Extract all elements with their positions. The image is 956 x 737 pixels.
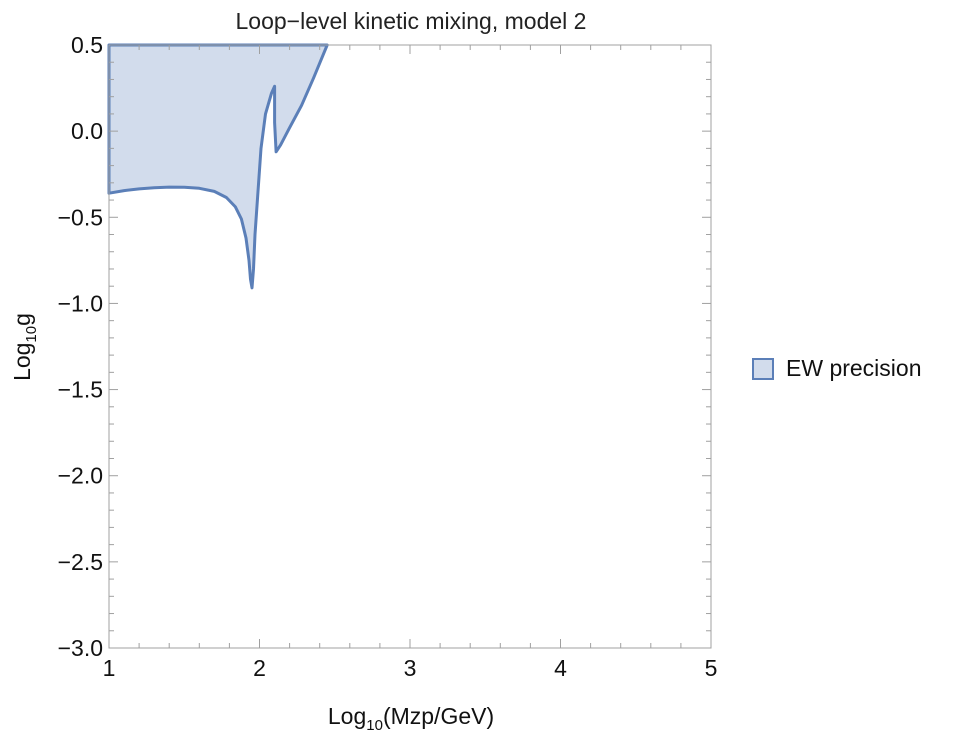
y-tick-label: −0.5 xyxy=(58,204,103,230)
legend-label-ew-precision: EW precision xyxy=(786,355,921,381)
legend-swatch-ew-precision xyxy=(752,358,774,380)
y-tick-label: −1.5 xyxy=(58,377,103,403)
y-tick-label: 0.5 xyxy=(71,32,103,58)
x-tick-label: 5 xyxy=(705,655,718,681)
x-tick-label: 1 xyxy=(103,655,116,681)
x-tick-label: 4 xyxy=(554,655,567,681)
x-tick-label: 3 xyxy=(404,655,417,681)
plot-area xyxy=(107,43,329,290)
chart-title: Loop−level kinetic mixing, model 2 xyxy=(236,8,587,34)
y-tick-label: −2.5 xyxy=(58,549,103,575)
legend: EW precision xyxy=(752,355,921,381)
y-tick-label: −1.0 xyxy=(58,290,103,316)
x-tick-label: 2 xyxy=(253,655,266,681)
y-tick-label: 0.0 xyxy=(71,118,103,144)
x-axis-label: Log10(Mzp/GeV) xyxy=(328,703,494,734)
x-tick-labels: 1 2 3 4 5 xyxy=(103,655,718,681)
y-axis-label: Log10g xyxy=(9,313,40,381)
y-tick-label: −3.0 xyxy=(58,635,103,661)
ew-precision-region xyxy=(107,43,329,290)
tick-marks xyxy=(108,44,712,649)
y-tick-labels: 0.5 0.0 −0.5 −1.0 −1.5 −2.0 −2.5 −3.0 xyxy=(58,32,103,661)
y-tick-label: −2.0 xyxy=(58,463,103,489)
